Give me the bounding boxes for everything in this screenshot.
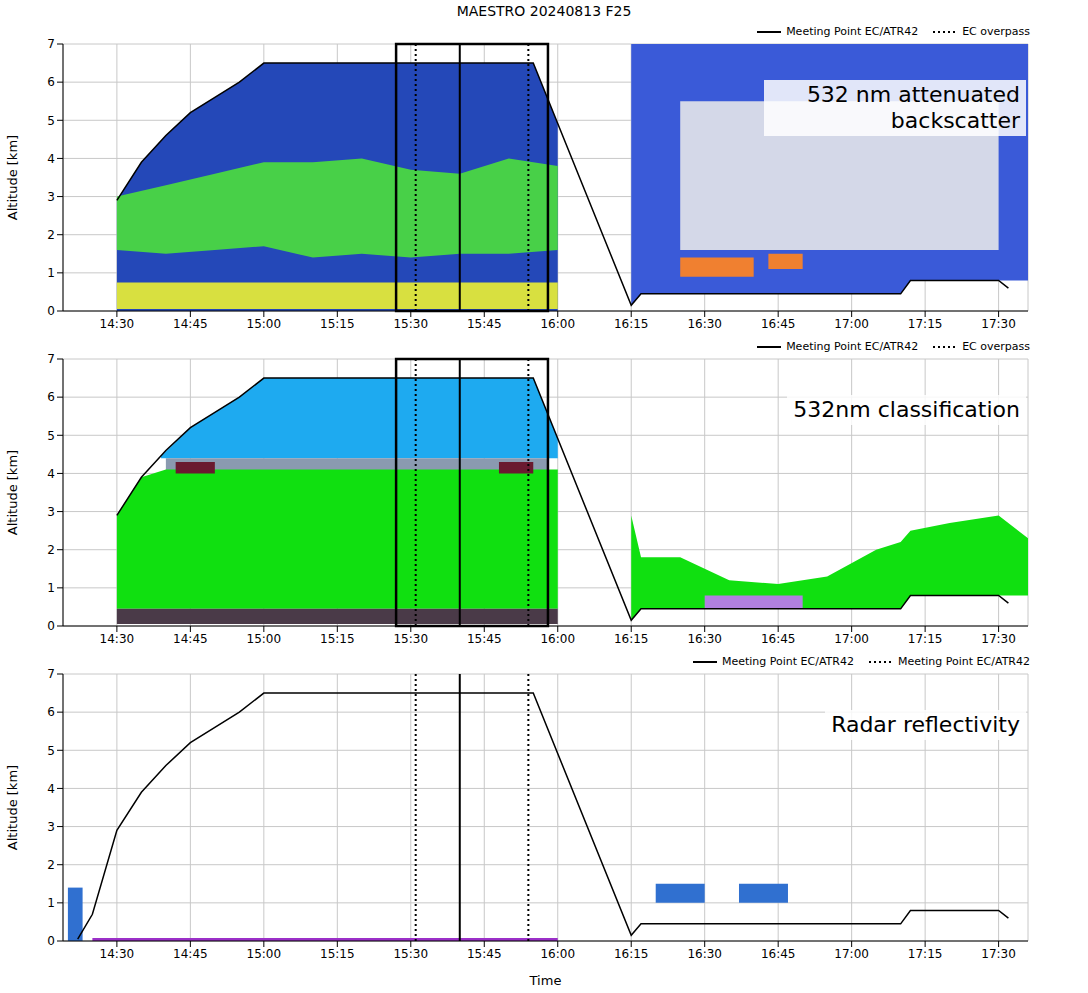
html-text:MAESTRO 20240813 F25: MAESTRO 20240813 F25 — [456, 3, 632, 19]
svg-text:15:45: 15:45 — [467, 947, 502, 961]
svg-text:7: 7 — [47, 37, 55, 51]
svg-text:2: 2 — [47, 858, 55, 872]
svg-text:0: 0 — [47, 619, 55, 633]
svg-text:17:00: 17:00 — [834, 632, 869, 646]
svg-text:15:30: 15:30 — [393, 632, 428, 646]
svg-text:6: 6 — [47, 75, 55, 89]
svg-text:17:00: 17:00 — [834, 317, 869, 331]
svg-text:14:45: 14:45 — [173, 632, 208, 646]
svg-text:4: 4 — [47, 782, 55, 796]
svg-text:15:45: 15:45 — [467, 632, 502, 646]
svg-text:0: 0 — [47, 304, 55, 318]
svg-text:15:15: 15:15 — [320, 947, 355, 961]
svg-text:17:30: 17:30 — [981, 947, 1016, 961]
svg-text:15:15: 15:15 — [320, 317, 355, 331]
svg-text:16:15: 16:15 — [614, 317, 649, 331]
svg-text:Altitude [km]: Altitude [km] — [5, 765, 20, 850]
html-text:EC overpass: EC overpass — [962, 25, 1030, 38]
svg-text:5: 5 — [47, 114, 55, 128]
html-text:Meeting Point EC/ATR42: Meeting Point EC/ATR42 — [786, 340, 919, 353]
svg-text:16:45: 16:45 — [761, 317, 796, 331]
html-text:Meeting Point EC/ATR42: Meeting Point EC/ATR42 — [898, 655, 1030, 668]
svg-text:15:00: 15:00 — [247, 632, 282, 646]
svg-text:Time: Time — [529, 973, 562, 987]
svg-text:6: 6 — [47, 390, 55, 404]
svg-text:16:30: 16:30 — [687, 317, 722, 331]
svg-text:14:30: 14:30 — [100, 947, 135, 961]
svg-text:16:00: 16:00 — [540, 947, 575, 961]
svg-text:4: 4 — [47, 467, 55, 481]
svg-text:3: 3 — [47, 505, 55, 519]
svg-text:15:30: 15:30 — [393, 947, 428, 961]
svg-text:16:00: 16:00 — [540, 632, 575, 646]
html-text:Meeting Point EC/ATR42: Meeting Point EC/ATR42 — [721, 655, 854, 668]
svg-text:17:30: 17:30 — [981, 317, 1016, 331]
svg-text:6: 6 — [47, 705, 55, 719]
svg-text:1: 1 — [47, 896, 55, 910]
svg-text:16:15: 16:15 — [614, 632, 649, 646]
html-text:532 nm attenuated backscatter: 532 nm attenuated backscatter — [806, 82, 1020, 133]
svg-text:3: 3 — [47, 190, 55, 204]
svg-text:1: 1 — [47, 581, 55, 595]
svg-text:2: 2 — [47, 228, 55, 242]
svg-text:15:30: 15:30 — [393, 317, 428, 331]
svg-text:17:15: 17:15 — [908, 632, 943, 646]
svg-text:0: 0 — [47, 934, 55, 948]
svg-text:7: 7 — [47, 667, 55, 681]
svg-text:16:30: 16:30 — [687, 947, 722, 961]
svg-text:16:45: 16:45 — [761, 632, 796, 646]
svg-text:17:15: 17:15 — [908, 317, 943, 331]
svg-text:17:30: 17:30 — [981, 632, 1016, 646]
svg-text:4: 4 — [47, 152, 55, 166]
svg-text:15:00: 15:00 — [247, 317, 282, 331]
svg-text:15:45: 15:45 — [467, 317, 502, 331]
html-text:532nm classification: 532nm classification — [793, 397, 1020, 422]
svg-text:5: 5 — [47, 744, 55, 758]
svg-text:15:15: 15:15 — [320, 632, 355, 646]
svg-text:14:30: 14:30 — [100, 317, 135, 331]
svg-text:16:15: 16:15 — [614, 947, 649, 961]
svg-text:5: 5 — [47, 429, 55, 443]
svg-text:16:30: 16:30 — [687, 632, 722, 646]
svg-text:14:45: 14:45 — [173, 947, 208, 961]
svg-text:7: 7 — [47, 352, 55, 366]
svg-text:Altitude [km]: Altitude [km] — [5, 135, 20, 220]
svg-text:17:15: 17:15 — [908, 947, 943, 961]
svg-text:1: 1 — [47, 266, 55, 280]
svg-text:Altitude [km]: Altitude [km] — [5, 450, 20, 535]
html-text:Radar reflectivity: Radar reflectivity — [831, 712, 1020, 737]
svg-text:14:30: 14:30 — [100, 632, 135, 646]
svg-text:17:00: 17:00 — [834, 947, 869, 961]
svg-text:2: 2 — [47, 543, 55, 557]
html-text:Meeting Point EC/ATR42: Meeting Point EC/ATR42 — [786, 25, 919, 38]
svg-text:16:45: 16:45 — [761, 947, 796, 961]
svg-text:16:00: 16:00 — [540, 317, 575, 331]
svg-text:14:45: 14:45 — [173, 317, 208, 331]
svg-text:15:00: 15:00 — [247, 947, 282, 961]
html-text:EC overpass: EC overpass — [962, 340, 1030, 353]
svg-text:3: 3 — [47, 820, 55, 834]
